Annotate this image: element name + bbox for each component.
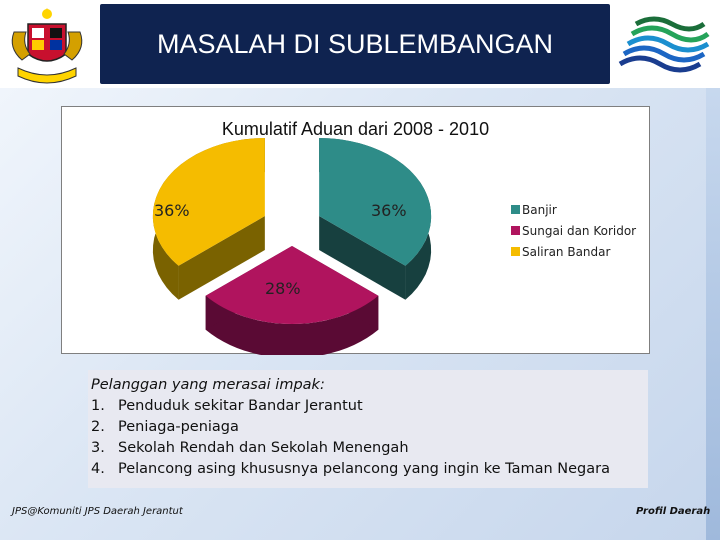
list-number: 4. <box>91 461 105 477</box>
data-label-saliran-bandar: 36% <box>154 201 190 220</box>
list-item: 1. Penduduk sekitar Bandar Jerantut <box>91 396 648 417</box>
legend-item-saliran-bandar: Saliran Bandar <box>511 241 636 262</box>
pie-plot <box>152 138 432 355</box>
pie-slice-banjir <box>319 138 432 266</box>
header: MASALAH DI SUBLEMBANGAN <box>0 0 720 88</box>
list-text: Penduduk sekitar Bandar Jerantut <box>118 398 363 414</box>
data-label-sungai-dan-koridor: 28% <box>265 279 301 298</box>
water-waves-icon <box>618 16 710 73</box>
impact-panel: Pelanggan yang merasai impak: 1. Pendudu… <box>88 370 648 488</box>
pie-cut-banjir-1 <box>319 216 406 300</box>
list-number: 2. <box>91 419 105 435</box>
decorative-strip <box>706 88 720 540</box>
pie-slice-sungai-dan-koridor <box>205 246 379 324</box>
list-number: 1. <box>91 398 105 414</box>
legend-swatch <box>511 247 520 256</box>
list-item: 2. Peniaga-peniaga <box>91 417 648 438</box>
pie-slice-saliran-bandar <box>152 138 265 266</box>
coat-of-arms-icon <box>11 8 83 84</box>
pie-cut-saliran-bandar-0 <box>178 216 265 300</box>
list-number: 3. <box>91 440 105 456</box>
legend-label: Banjir <box>522 202 557 217</box>
list-item: 3. Sekolah Rendah dan Sekolah Menengah <box>91 438 648 459</box>
impact-heading: Pelanggan yang merasai impak: <box>91 377 325 393</box>
list-text: Pelancong asing khususnya pelancong yang… <box>118 461 610 477</box>
impact-list: 1. Penduduk sekitar Bandar Jerantut 2. P… <box>88 396 648 480</box>
pie-chart: Kumulatif Aduan dari 2008 - 2010 36% 36%… <box>61 106 650 355</box>
title-bar: MASALAH DI SUBLEMBANGAN <box>100 4 610 84</box>
legend-label: Sungai dan Koridor <box>522 223 637 238</box>
list-item: 4. Pelancong asing khususnya pelancong y… <box>91 459 648 480</box>
list-text: Peniaga-peniaga <box>118 419 239 435</box>
footer-left: JPS@Komuniti JPS Daerah Jerantut <box>12 506 183 517</box>
legend-swatch <box>511 226 520 235</box>
legend-swatch <box>511 205 520 214</box>
legend-label: Saliran Bandar <box>522 244 611 259</box>
footer-right: Profil Daerah <box>636 506 711 517</box>
chart-legend: Banjir Sungai dan Koridor Saliran Bandar <box>511 199 636 262</box>
list-text: Sekolah Rendah dan Sekolah Menengah <box>118 440 409 456</box>
legend-item-banjir: Banjir <box>511 199 636 220</box>
slide-title: MASALAH DI SUBLEMBANGAN <box>156 28 554 59</box>
chart-title: Kumulatif Aduan dari 2008 - 2010 <box>221 119 490 139</box>
data-label-banjir: 36% <box>371 201 407 220</box>
pie-side-sungai-dan-koridor <box>205 295 379 355</box>
legend-item-sungai-dan-koridor: Sungai dan Koridor <box>511 220 636 241</box>
